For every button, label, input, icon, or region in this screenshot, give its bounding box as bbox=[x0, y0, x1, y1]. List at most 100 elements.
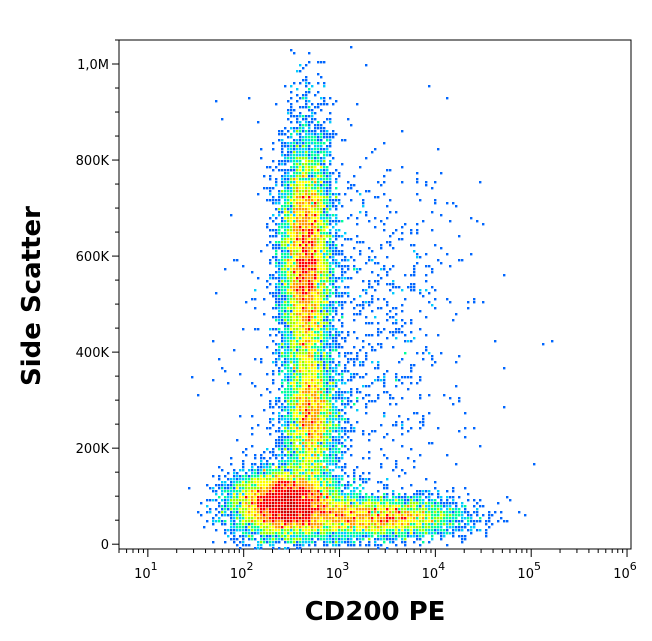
density-cell bbox=[389, 526, 392, 529]
density-cell bbox=[266, 478, 269, 481]
density-cell bbox=[359, 304, 362, 307]
density-cell bbox=[281, 193, 284, 196]
density-cell bbox=[323, 133, 326, 136]
density-cell bbox=[278, 490, 281, 493]
density-cell bbox=[338, 436, 341, 439]
density-cell bbox=[263, 475, 266, 478]
density-cell bbox=[314, 313, 317, 316]
density-cell bbox=[287, 439, 290, 442]
density-cell bbox=[308, 160, 311, 163]
density-cell bbox=[338, 442, 341, 445]
density-cell bbox=[395, 337, 398, 340]
density-cell bbox=[326, 289, 329, 292]
density-cell bbox=[299, 211, 302, 214]
density-cell bbox=[305, 307, 308, 310]
density-cell bbox=[293, 433, 296, 436]
density-cell bbox=[296, 178, 299, 181]
density-cell bbox=[329, 361, 332, 364]
density-cell bbox=[455, 529, 458, 532]
density-cell bbox=[314, 517, 317, 520]
density-cell bbox=[350, 529, 353, 532]
density-cell bbox=[299, 130, 302, 133]
density-cell bbox=[305, 430, 308, 433]
density-cell bbox=[440, 502, 443, 505]
density-cell bbox=[362, 535, 365, 538]
density-cell bbox=[257, 478, 260, 481]
density-cell bbox=[377, 298, 380, 301]
density-cell bbox=[416, 256, 419, 259]
density-cell bbox=[407, 457, 410, 460]
density-cell bbox=[323, 217, 326, 220]
density-cell bbox=[320, 358, 323, 361]
density-cell bbox=[293, 130, 296, 133]
density-cell bbox=[374, 541, 377, 544]
density-cell bbox=[290, 160, 293, 163]
density-cell bbox=[296, 460, 299, 463]
density-cell bbox=[320, 76, 323, 79]
density-cell bbox=[302, 442, 305, 445]
density-cell bbox=[278, 388, 281, 391]
density-cell bbox=[329, 178, 332, 181]
density-cell bbox=[287, 517, 290, 520]
density-cell bbox=[410, 322, 413, 325]
density-cell bbox=[281, 415, 284, 418]
density-cell bbox=[341, 436, 344, 439]
density-cell bbox=[320, 421, 323, 424]
density-cell bbox=[278, 259, 281, 262]
density-cell bbox=[440, 511, 443, 514]
density-cell bbox=[293, 508, 296, 511]
density-cell bbox=[401, 523, 404, 526]
density-cell bbox=[326, 253, 329, 256]
density-cell bbox=[371, 496, 374, 499]
density-cell bbox=[272, 520, 275, 523]
density-cell bbox=[299, 442, 302, 445]
density-cell bbox=[305, 235, 308, 238]
density-cell bbox=[296, 385, 299, 388]
density-cell bbox=[302, 409, 305, 412]
density-cell bbox=[314, 136, 317, 139]
density-cell bbox=[395, 313, 398, 316]
density-cell bbox=[320, 487, 323, 490]
density-cell bbox=[308, 496, 311, 499]
density-cell bbox=[281, 424, 284, 427]
density-cell bbox=[281, 355, 284, 358]
density-cell bbox=[422, 532, 425, 535]
density-cell bbox=[344, 514, 347, 517]
density-cell bbox=[305, 208, 308, 211]
density-cell bbox=[284, 298, 287, 301]
density-cell bbox=[263, 313, 266, 316]
density-cell bbox=[230, 508, 233, 511]
density-cell bbox=[278, 304, 281, 307]
density-cell bbox=[236, 472, 239, 475]
density-cell bbox=[305, 163, 308, 166]
density-cell bbox=[329, 289, 332, 292]
density-cell bbox=[338, 235, 341, 238]
density-cell bbox=[293, 178, 296, 181]
density-cell bbox=[425, 502, 428, 505]
density-cell bbox=[323, 298, 326, 301]
density-cell bbox=[299, 457, 302, 460]
density-cell bbox=[422, 514, 425, 517]
density-cell bbox=[311, 211, 314, 214]
density-cell bbox=[344, 256, 347, 259]
density-cell bbox=[287, 283, 290, 286]
density-cell bbox=[353, 535, 356, 538]
density-cell bbox=[290, 526, 293, 529]
density-cell bbox=[272, 361, 275, 364]
density-cell bbox=[323, 280, 326, 283]
density-cell bbox=[425, 184, 428, 187]
density-cell bbox=[356, 358, 359, 361]
density-cell bbox=[395, 421, 398, 424]
density-cell bbox=[308, 439, 311, 442]
density-cell bbox=[206, 499, 209, 502]
density-cell bbox=[371, 514, 374, 517]
density-cell bbox=[272, 244, 275, 247]
density-cell bbox=[323, 256, 326, 259]
density-cell bbox=[242, 517, 245, 520]
density-cell bbox=[389, 244, 392, 247]
density-cell bbox=[302, 475, 305, 478]
density-cell bbox=[311, 268, 314, 271]
density-cell bbox=[290, 439, 293, 442]
density-cell bbox=[338, 532, 341, 535]
density-cell bbox=[281, 151, 284, 154]
